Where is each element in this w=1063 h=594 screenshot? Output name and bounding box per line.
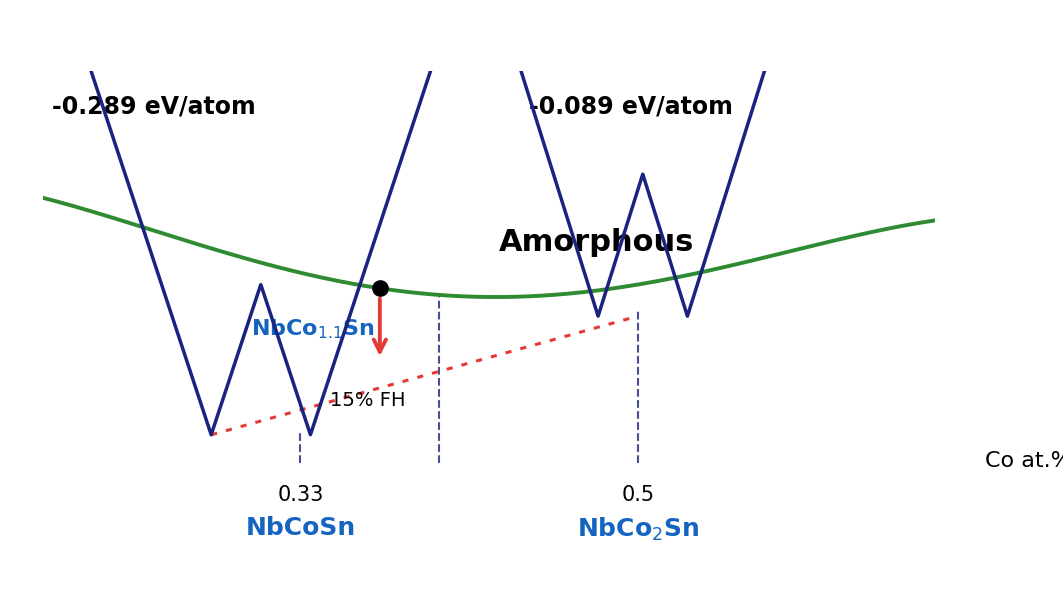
Text: NbCo$_{1.1}$Sn: NbCo$_{1.1}$Sn bbox=[251, 317, 375, 340]
Text: NbCo$_2$Sn: NbCo$_2$Sn bbox=[576, 516, 699, 543]
Text: -0.089 eV/atom: -0.089 eV/atom bbox=[528, 94, 732, 118]
Text: NbCoSn: NbCoSn bbox=[246, 516, 356, 539]
Text: 0.5: 0.5 bbox=[621, 485, 655, 505]
Text: 0.33: 0.33 bbox=[277, 485, 323, 505]
Text: Co at.%: Co at.% bbox=[985, 451, 1063, 471]
Text: Amorphous: Amorphous bbox=[499, 229, 694, 257]
Text: -0.289 eV/atom: -0.289 eV/atom bbox=[52, 94, 256, 118]
Text: 15% FH: 15% FH bbox=[331, 391, 406, 410]
